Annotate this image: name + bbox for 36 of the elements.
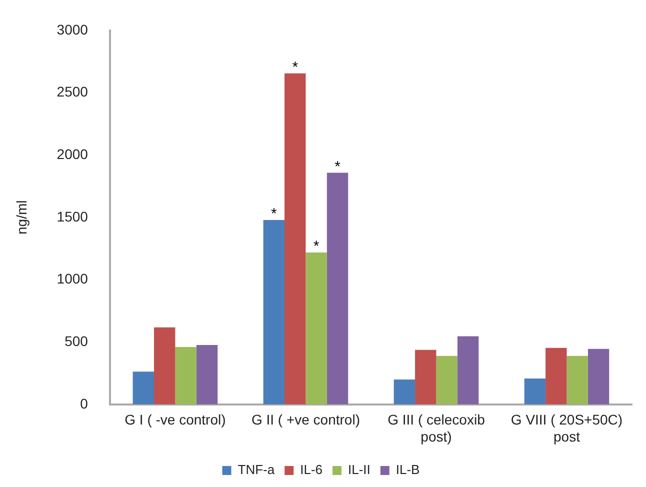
legend-label: TNF-a	[238, 462, 276, 478]
bar	[175, 347, 196, 404]
bar	[263, 220, 285, 404]
bar	[588, 348, 610, 404]
bar	[566, 356, 588, 404]
bar	[284, 73, 306, 404]
bar	[154, 327, 176, 404]
y-tick-label: 3000	[56, 21, 88, 38]
bar	[546, 348, 567, 404]
legend-label: IL-6	[300, 462, 322, 478]
y-axis-title: ng/ml	[13, 200, 30, 235]
y-tick-label: 500	[64, 332, 88, 349]
y-tick-label: 2500	[56, 84, 88, 100]
y-tick-label: 2000	[56, 146, 88, 162]
bar	[196, 345, 218, 404]
bar	[306, 252, 327, 404]
bar	[326, 172, 348, 404]
annotation: *	[292, 59, 298, 76]
annotation: *	[270, 206, 277, 223]
bar	[457, 336, 479, 404]
bar	[132, 372, 154, 404]
annotation: *	[313, 238, 320, 256]
bar	[394, 379, 416, 404]
legend-label: IL-II	[348, 462, 370, 478]
bar	[436, 356, 458, 404]
x-tick-label: G VIII ( 20S+50C) post	[510, 412, 623, 444]
y-tick-label: 1000	[56, 270, 88, 287]
annotation: *	[334, 158, 341, 176]
y-tick-label: 1500	[56, 208, 88, 224]
x-tick-label: G III ( celecoxib post)	[388, 412, 486, 444]
x-tick-label: G I ( -ve control)	[124, 412, 226, 428]
bar	[524, 378, 546, 404]
bar	[415, 350, 436, 404]
legend-label: IL-B	[396, 462, 420, 478]
x-tick-label: G II ( +ve control)	[251, 412, 360, 428]
y-tick-label: 0	[80, 395, 88, 412]
